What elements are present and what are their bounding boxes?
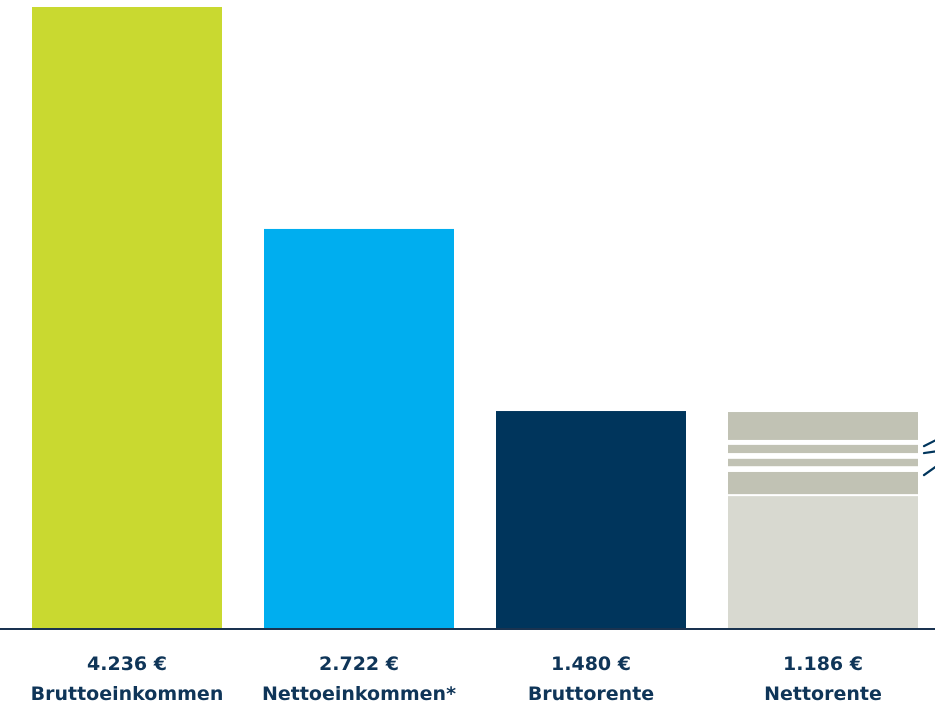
category-label-bruttorente: Bruttorente [528,683,654,705]
deduction-band-1 [728,412,918,440]
bar-nettoeinkommen [264,228,454,629]
deduction-bracket-icon [922,439,935,477]
value-label-nettoeinkommen: 2.722 € [319,653,399,675]
category-label-nettorente: Nettorente [764,683,882,705]
deduction-band-3 [728,458,918,467]
bar-bruttorente [496,411,686,628]
bracket-stroke-2 [922,450,935,455]
value-label-bruttoeinkommen: 4.236 € [87,653,167,675]
deduction-band-2 [728,444,918,454]
labels-group: 4.236 € Bruttoeinkommen 2.722 € Nettoeinkom… [31,653,882,705]
category-label-nettoeinkommen: Nettoeinkommen* [262,683,456,705]
bracket-stroke-3 [922,465,935,477]
bracket-stroke-1 [922,439,935,448]
category-label-bruttoeinkommen: Bruttoeinkommen [31,683,224,705]
bar-bruttoeinkommen [32,7,222,628]
value-label-nettorente: 1.186 € [783,653,863,675]
value-label-bruttorente: 1.480 € [551,653,631,675]
bars-group [32,7,918,629]
bar-nettorente [728,496,918,628]
deduction-band-4 [728,471,918,495]
